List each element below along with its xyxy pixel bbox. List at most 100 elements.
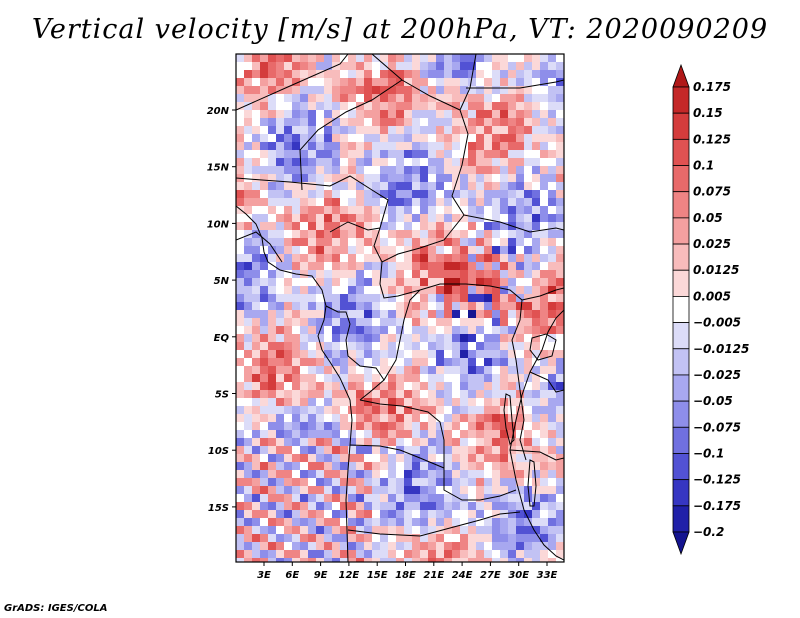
- field-cell: [244, 134, 253, 143]
- field-cell: [524, 270, 533, 279]
- field-cell: [532, 462, 541, 471]
- field-cell: [484, 150, 493, 159]
- field-cell: [460, 190, 469, 199]
- field-cell: [388, 534, 397, 543]
- field-cell: [548, 110, 557, 119]
- field-cell: [364, 454, 373, 463]
- field-cell: [484, 446, 493, 455]
- field-cell: [500, 526, 509, 535]
- field-cell: [260, 166, 269, 175]
- field-cell: [412, 478, 421, 487]
- field-cell: [516, 262, 525, 271]
- field-cell: [292, 478, 301, 487]
- field-cell: [348, 294, 357, 303]
- field-cell: [340, 326, 349, 335]
- field-cell: [412, 414, 421, 423]
- field-cell: [492, 270, 501, 279]
- field-cell: [308, 414, 317, 423]
- field-cell: [412, 222, 421, 231]
- field-cell: [452, 350, 461, 359]
- field-cell: [316, 350, 325, 359]
- field-cell: [380, 230, 389, 239]
- field-cell: [428, 334, 437, 343]
- field-cell: [276, 302, 285, 311]
- border-e: [236, 175, 564, 263]
- field-cell: [260, 470, 269, 479]
- field-cell: [284, 350, 293, 359]
- field-cell: [356, 198, 365, 207]
- field-cell: [404, 62, 413, 71]
- field-cell: [404, 406, 413, 415]
- field-cell: [396, 70, 405, 79]
- field-cell: [468, 358, 477, 367]
- field-cell: [316, 470, 325, 479]
- field-cell: [300, 78, 309, 87]
- field-cell: [476, 502, 485, 511]
- field-cell: [412, 230, 421, 239]
- field-cell: [276, 414, 285, 423]
- border-p: [509, 449, 564, 461]
- field-cell: [460, 286, 469, 295]
- field-cell: [308, 158, 317, 167]
- field-cell: [364, 158, 373, 167]
- field-cell: [388, 462, 397, 471]
- field-cell: [500, 534, 509, 543]
- field-cell: [284, 310, 293, 319]
- field-cell: [500, 438, 509, 447]
- field-cell: [380, 166, 389, 175]
- field-cell: [356, 150, 365, 159]
- field-cell: [532, 326, 541, 335]
- field-cell: [316, 238, 325, 247]
- field-cell: [500, 486, 509, 495]
- field-cell: [492, 102, 501, 111]
- field-cell: [428, 510, 437, 519]
- field-cell: [436, 126, 445, 135]
- field-cell: [428, 70, 437, 79]
- field-cell: [244, 262, 253, 271]
- field-cell: [260, 174, 269, 183]
- field-cell: [308, 182, 317, 191]
- field-cell: [244, 102, 253, 111]
- field-cell: [244, 438, 253, 447]
- field-cell: [404, 126, 413, 135]
- field-cell: [252, 126, 261, 135]
- field-cell: [292, 78, 301, 87]
- field-cell: [300, 470, 309, 479]
- field-cell: [492, 534, 501, 543]
- field-cell: [324, 438, 333, 447]
- field-cell: [516, 326, 525, 335]
- field-cell: [300, 286, 309, 295]
- field-cell: [452, 126, 461, 135]
- field-cell: [244, 510, 253, 519]
- field-cell: [508, 206, 517, 215]
- field-cell: [388, 318, 397, 327]
- field-cell: [292, 526, 301, 535]
- field-cell: [236, 462, 245, 471]
- field-cell: [356, 222, 365, 231]
- field-cell: [300, 422, 309, 431]
- field-cell: [332, 238, 341, 247]
- field-cell: [316, 134, 325, 143]
- field-cell: [244, 494, 253, 503]
- field-cell: [404, 262, 413, 271]
- field-cell: [500, 206, 509, 215]
- field-cell: [244, 358, 253, 367]
- field-cell: [516, 254, 525, 263]
- field-cell: [284, 62, 293, 71]
- field-cell: [372, 518, 381, 527]
- field-cell: [468, 350, 477, 359]
- field-cell: [364, 150, 373, 159]
- field-cell: [364, 270, 373, 279]
- field-cell: [428, 150, 437, 159]
- field-cell: [428, 430, 437, 439]
- field-cell: [356, 134, 365, 143]
- field-cell: [420, 166, 429, 175]
- field-cell: [460, 198, 469, 207]
- field-cell: [284, 78, 293, 87]
- field-cell: [540, 398, 549, 407]
- field-cell: [300, 510, 309, 519]
- field-cell: [540, 158, 549, 167]
- field-cell: [348, 182, 357, 191]
- field-cell: [236, 390, 245, 399]
- field-cell: [428, 262, 437, 271]
